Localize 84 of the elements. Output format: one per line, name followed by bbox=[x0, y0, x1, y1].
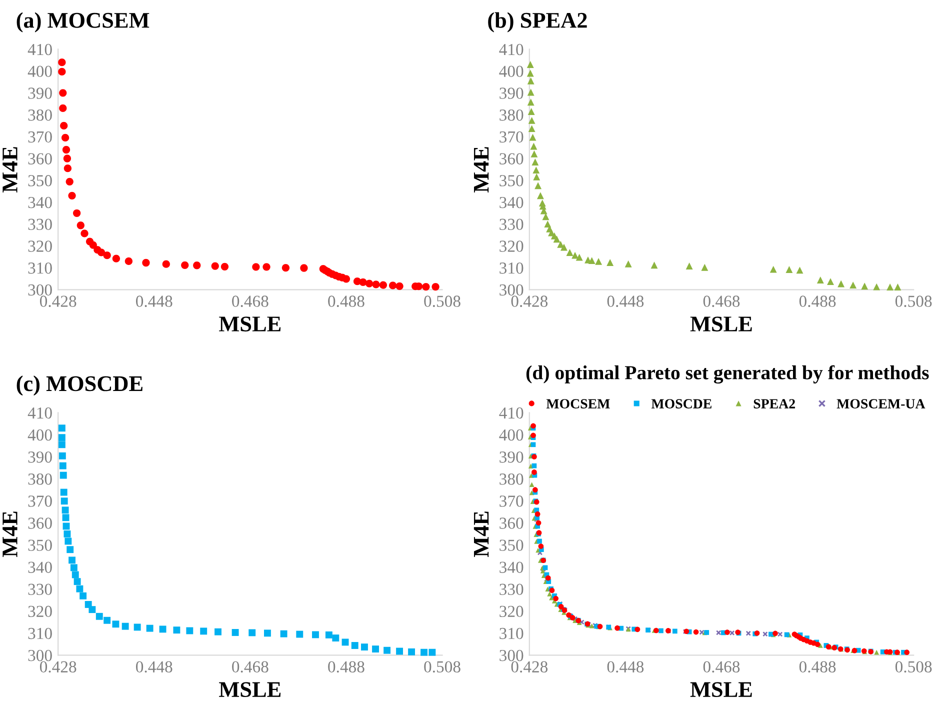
y-tick-label: 390 bbox=[500, 451, 524, 463]
y-tick-label: 400 bbox=[499, 429, 524, 441]
x-tick-label: 0.448 bbox=[136, 661, 172, 673]
y-axis-title: M4E bbox=[2, 147, 18, 192]
y-tick-label: 320 bbox=[500, 606, 524, 618]
y-tick-label: 360 bbox=[500, 518, 524, 529]
y-tick-label: 410 bbox=[28, 44, 52, 56]
y-tick-label: 410 bbox=[28, 407, 52, 419]
x-tick-label: 0.428 bbox=[511, 661, 548, 673]
y-tick-label: 400 bbox=[28, 66, 52, 78]
y-tick-label: 330 bbox=[500, 218, 524, 230]
y-tick-label: 390 bbox=[500, 88, 524, 99]
y-tick-label: 370 bbox=[500, 131, 524, 143]
chart-title: (a) MOCSEM bbox=[16, 12, 150, 32]
y-tick-label: 360 bbox=[28, 518, 52, 529]
x-tick-label: 0.488 bbox=[799, 296, 836, 307]
x-tick-label: 0.508 bbox=[424, 296, 460, 307]
x-axis-title: MSLE bbox=[219, 316, 281, 332]
y-axis-title: M4E bbox=[2, 512, 18, 558]
y-axis-title: M4E bbox=[474, 147, 489, 192]
y-tick-label: 350 bbox=[28, 540, 52, 551]
y-tick-label: 400 bbox=[28, 429, 52, 441]
y-tick-label: 360 bbox=[500, 153, 524, 164]
x-tick-label: 0.488 bbox=[799, 661, 836, 673]
y-tick-label: 310 bbox=[500, 628, 524, 640]
y-tick-label: 370 bbox=[28, 496, 52, 507]
y-tick-label: 410 bbox=[499, 44, 524, 56]
y-tick-label: 330 bbox=[500, 584, 524, 595]
y-tick-label: 350 bbox=[28, 175, 52, 186]
y-tick-label: 390 bbox=[28, 451, 52, 463]
chart-title: (c) MOSCDE bbox=[16, 376, 142, 396]
legend-label: SPEA2 bbox=[754, 399, 795, 408]
y-tick-label: 330 bbox=[28, 584, 52, 595]
y-tick-label: 340 bbox=[500, 196, 524, 208]
y-tick-label: 310 bbox=[28, 628, 52, 640]
x-axis-title: MSLE bbox=[219, 682, 281, 698]
x-tick-label: 0.508 bbox=[895, 661, 932, 673]
y-tick-label: 340 bbox=[500, 562, 524, 573]
x-axis-title: MSLE bbox=[690, 682, 752, 698]
x-tick-label: 0.468 bbox=[232, 661, 268, 673]
y-tick-label: 350 bbox=[500, 175, 524, 186]
y-tick-label: 380 bbox=[500, 109, 524, 121]
x-tick-label: 0.428 bbox=[40, 661, 76, 673]
x-tick-label: 0.508 bbox=[895, 296, 932, 307]
chart-title: (d) optimal Pareto set generated by for methods bbox=[526, 365, 929, 384]
x-tick-label: 0.448 bbox=[607, 661, 644, 673]
x-tick-label: 0.468 bbox=[232, 296, 268, 307]
y-tick-label: 370 bbox=[500, 496, 524, 507]
x-tick-label: 0.468 bbox=[703, 661, 740, 673]
y-tick-label: 410 bbox=[499, 407, 524, 419]
y-tick-label: 340 bbox=[28, 562, 52, 573]
y-tick-label: 310 bbox=[500, 262, 524, 274]
y-tick-label: 380 bbox=[28, 474, 52, 485]
y-tick-label: 360 bbox=[28, 153, 52, 164]
legend-label: MOSCDE bbox=[651, 399, 712, 408]
x-tick-label: 0.448 bbox=[607, 296, 644, 307]
y-tick-label: 320 bbox=[28, 240, 52, 252]
y-tick-label: 370 bbox=[28, 131, 52, 143]
x-tick-label: 0.428 bbox=[511, 296, 548, 307]
y-tick-label: 350 bbox=[500, 540, 524, 551]
x-tick-label: 0.448 bbox=[136, 296, 172, 307]
y-tick-label: 300 bbox=[500, 650, 524, 662]
legend-label: MOCSEM bbox=[546, 399, 610, 408]
x-tick-label: 0.488 bbox=[328, 296, 364, 307]
y-tick-label: 300 bbox=[28, 284, 52, 296]
y-tick-label: 380 bbox=[28, 109, 52, 121]
chart-title: (b) SPEA2 bbox=[488, 12, 587, 32]
y-tick-label: 380 bbox=[500, 474, 524, 485]
y-tick-label: 400 bbox=[499, 66, 524, 78]
y-tick-label: 300 bbox=[28, 650, 52, 662]
y-tick-label: 310 bbox=[28, 262, 52, 274]
y-tick-label: 320 bbox=[28, 606, 52, 618]
x-tick-label: 0.508 bbox=[424, 661, 460, 673]
x-axis-title: MSLE bbox=[690, 316, 752, 332]
y-tick-label: 300 bbox=[500, 284, 524, 296]
y-tick-label: 340 bbox=[28, 196, 52, 208]
y-tick-label: 330 bbox=[28, 218, 52, 230]
x-tick-label: 0.428 bbox=[40, 296, 76, 307]
y-tick-label: 390 bbox=[28, 88, 52, 99]
y-axis-title: M4E bbox=[474, 512, 489, 558]
x-tick-label: 0.488 bbox=[328, 661, 364, 673]
legend-label: MOSCEM-UA bbox=[836, 399, 926, 408]
x-tick-label: 0.468 bbox=[703, 296, 740, 307]
y-tick-label: 320 bbox=[500, 240, 524, 252]
